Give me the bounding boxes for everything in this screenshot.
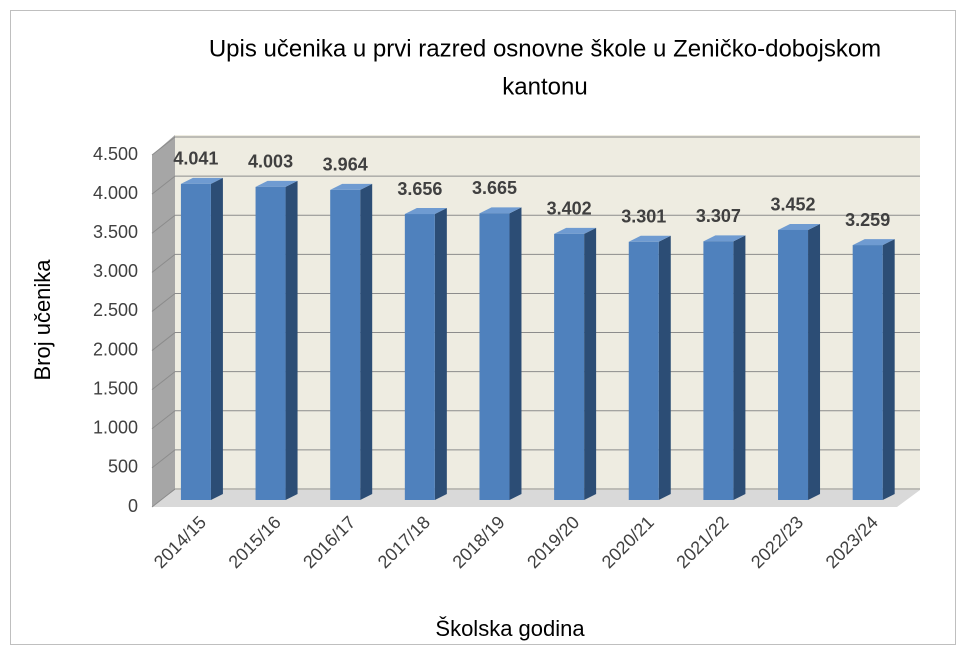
y-axis-label: Broj učenika	[30, 259, 55, 381]
y-tick-label: 2.000	[93, 339, 138, 359]
bar-top	[778, 223, 821, 230]
y-tick-label: 3.500	[93, 222, 138, 242]
data-label: 3.301	[621, 207, 666, 227]
data-label: 3.964	[323, 155, 368, 175]
grid-line	[151, 488, 920, 508]
grid-line	[151, 410, 920, 430]
chart-title: kantonu	[502, 73, 587, 100]
y-tick-label: 3.000	[93, 261, 138, 281]
side-wall	[152, 135, 175, 507]
bar	[479, 213, 510, 500]
bar-top	[703, 235, 746, 242]
data-label: 3.402	[547, 199, 592, 219]
bar	[852, 245, 883, 500]
bar	[255, 186, 286, 500]
bar-top	[255, 180, 298, 187]
grid-line	[151, 332, 920, 351]
bar-side	[210, 177, 223, 501]
grid-line	[151, 292, 920, 312]
grid-line	[151, 371, 920, 391]
bar	[330, 189, 361, 500]
bar-side	[285, 180, 298, 500]
bar	[703, 241, 734, 501]
bar	[554, 233, 585, 500]
bar-top	[852, 239, 895, 246]
y-tick-label: 2.500	[93, 300, 138, 320]
grid-line	[151, 214, 920, 234]
y-tick-label: 4.500	[93, 144, 138, 164]
data-label: 3.307	[696, 206, 741, 226]
grid-line	[151, 136, 920, 156]
data-label: 4.041	[173, 149, 218, 169]
grid-line	[151, 175, 920, 195]
bar-side	[360, 183, 373, 500]
data-label: 3.665	[472, 178, 517, 198]
data-label: 3.259	[845, 210, 890, 230]
y-tick-label: 500	[108, 457, 138, 477]
chart-title: Upis učenika u prvi razred osnovne škole…	[209, 35, 881, 62]
y-tick-label: 1.500	[93, 378, 138, 398]
data-label: 4.003	[248, 152, 293, 172]
bar-top	[628, 235, 671, 242]
bar-side	[509, 207, 522, 500]
bar-side	[434, 208, 447, 500]
data-label: 3.452	[771, 195, 816, 215]
y-tick-label: 1.000	[93, 418, 138, 438]
bar-side	[658, 235, 671, 500]
bar-side	[584, 227, 597, 500]
grid-line	[151, 253, 920, 273]
bar	[180, 183, 211, 501]
data-label: 3.656	[397, 179, 442, 199]
bar	[628, 241, 659, 500]
bar-top	[554, 227, 597, 234]
bar-top	[180, 177, 223, 184]
bar-top	[330, 183, 373, 190]
bar	[778, 229, 809, 501]
y-tick-label: 0	[128, 496, 138, 516]
bar	[404, 214, 435, 500]
bar-top	[479, 207, 522, 214]
bar-side	[882, 239, 895, 500]
bar-side	[808, 223, 821, 501]
bar-top	[404, 208, 447, 215]
bar-side	[733, 235, 746, 501]
grid-line	[151, 449, 920, 469]
y-tick-label: 4.000	[93, 183, 138, 203]
x-axis-label: Školska godina	[435, 616, 585, 641]
